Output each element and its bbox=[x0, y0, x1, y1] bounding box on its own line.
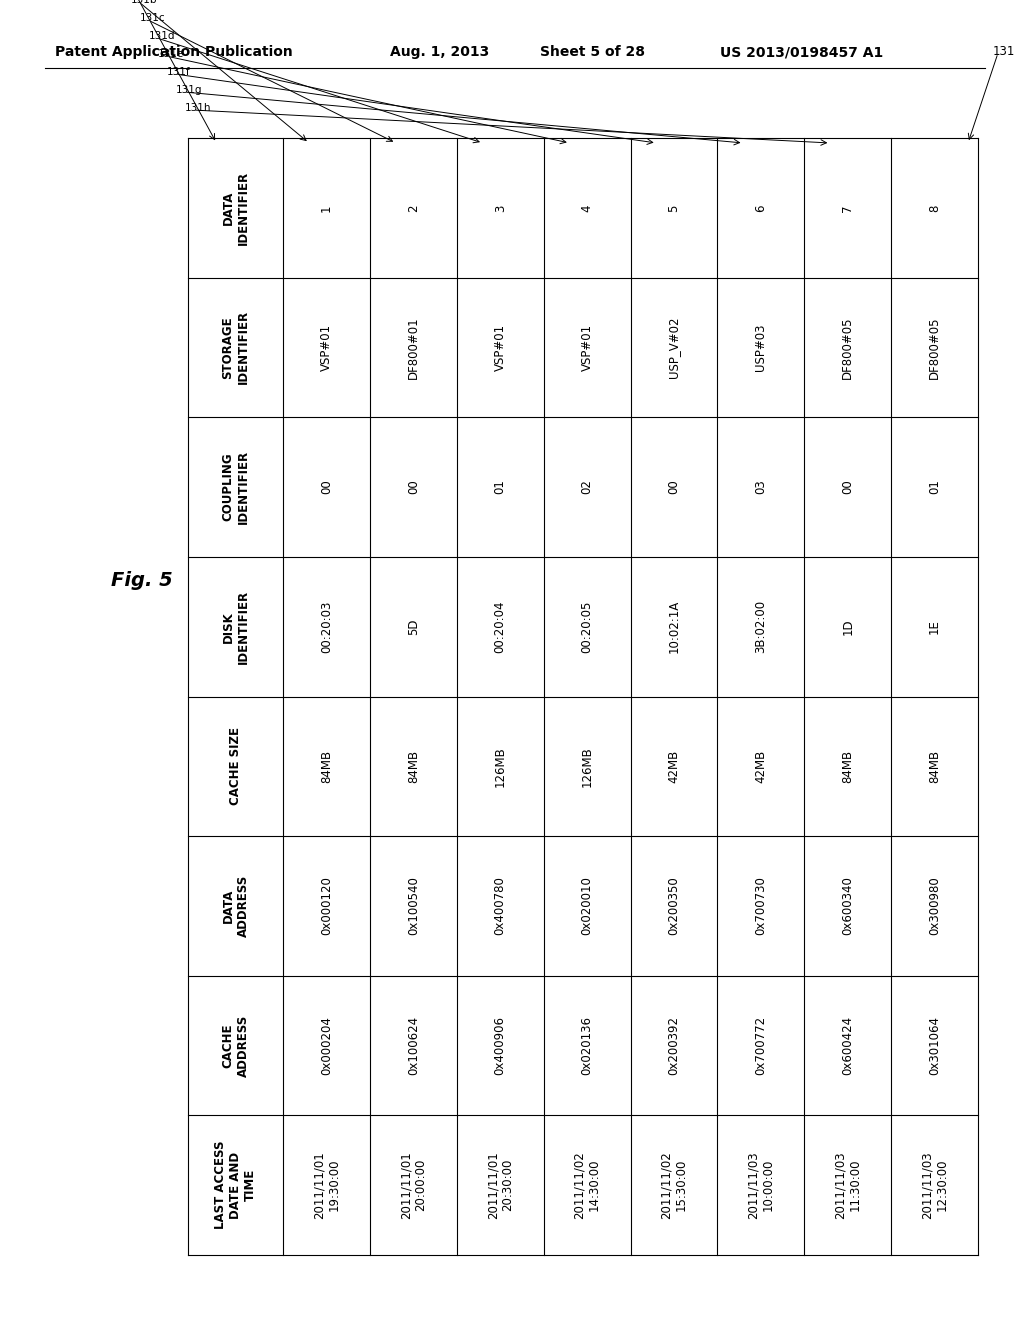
Text: 126MB: 126MB bbox=[581, 746, 594, 787]
Text: 03: 03 bbox=[755, 479, 767, 495]
Text: DATA
ADDRESS: DATA ADDRESS bbox=[221, 875, 250, 937]
Text: VSP#01: VSP#01 bbox=[494, 323, 507, 371]
Text: 0x200392: 0x200392 bbox=[668, 1016, 680, 1074]
Text: 3B:02:00: 3B:02:00 bbox=[755, 601, 767, 653]
Text: 0x600424: 0x600424 bbox=[841, 1016, 854, 1074]
Text: DISK
IDENTIFIER: DISK IDENTIFIER bbox=[221, 590, 250, 664]
Text: US 2013/0198457 A1: US 2013/0198457 A1 bbox=[720, 45, 884, 59]
Text: 84MB: 84MB bbox=[407, 750, 420, 783]
Text: 2011/11/03
11:30:00: 2011/11/03 11:30:00 bbox=[834, 1151, 861, 1218]
Text: 00: 00 bbox=[668, 479, 680, 495]
Text: 1: 1 bbox=[319, 205, 333, 211]
Text: USP#03: USP#03 bbox=[755, 323, 767, 371]
Text: 4: 4 bbox=[581, 205, 594, 211]
Text: 131: 131 bbox=[993, 45, 1016, 58]
Text: Sheet 5 of 28: Sheet 5 of 28 bbox=[540, 45, 645, 59]
Text: DF800#01: DF800#01 bbox=[407, 315, 420, 379]
Text: 0x300980: 0x300980 bbox=[928, 876, 941, 936]
Text: CACHE SIZE: CACHE SIZE bbox=[229, 727, 242, 805]
Text: DF800#05: DF800#05 bbox=[928, 317, 941, 379]
Text: 8: 8 bbox=[928, 205, 941, 211]
Text: 0x100624: 0x100624 bbox=[407, 1016, 420, 1074]
Text: DF800#05: DF800#05 bbox=[841, 317, 854, 379]
Text: 6: 6 bbox=[755, 205, 767, 211]
Text: VSP#01: VSP#01 bbox=[319, 323, 333, 371]
Text: 0x700730: 0x700730 bbox=[755, 876, 767, 936]
Text: 131b: 131b bbox=[131, 0, 158, 5]
Text: VSP#01: VSP#01 bbox=[581, 323, 594, 371]
Text: 10:02:1A: 10:02:1A bbox=[668, 601, 680, 653]
Text: Aug. 1, 2013: Aug. 1, 2013 bbox=[390, 45, 489, 59]
Text: LAST ACCESS
DATE AND
TIME: LAST ACCESS DATE AND TIME bbox=[214, 1140, 257, 1229]
Text: 5: 5 bbox=[668, 205, 680, 211]
Text: Fig. 5: Fig. 5 bbox=[112, 570, 173, 590]
Text: 1D: 1D bbox=[841, 618, 854, 635]
Text: COUPLING
IDENTIFIER: COUPLING IDENTIFIER bbox=[221, 450, 250, 524]
Text: 7: 7 bbox=[841, 205, 854, 211]
Text: 01: 01 bbox=[928, 479, 941, 495]
Text: 0x700772: 0x700772 bbox=[755, 1016, 767, 1074]
Text: 131g: 131g bbox=[176, 84, 203, 95]
Text: 0x000120: 0x000120 bbox=[319, 876, 333, 936]
Text: 131h: 131h bbox=[185, 103, 212, 114]
Text: 0x301064: 0x301064 bbox=[928, 1016, 941, 1074]
Text: 0x020010: 0x020010 bbox=[581, 876, 594, 936]
Text: 2011/11/01
20:30:00: 2011/11/01 20:30:00 bbox=[486, 1151, 514, 1220]
Text: 0x200350: 0x200350 bbox=[668, 876, 680, 936]
Text: 2011/11/01
19:30:00: 2011/11/01 19:30:00 bbox=[312, 1151, 340, 1220]
Text: 00:20:04: 00:20:04 bbox=[494, 601, 507, 653]
Text: 2011/11/02
14:30:00: 2011/11/02 14:30:00 bbox=[573, 1151, 601, 1220]
Text: 00:20:05: 00:20:05 bbox=[581, 601, 594, 653]
Text: 0x100540: 0x100540 bbox=[407, 876, 420, 936]
Text: 131f: 131f bbox=[167, 67, 190, 77]
Text: DATA
IDENTIFIER: DATA IDENTIFIER bbox=[221, 170, 250, 246]
Text: Patent Application Publication: Patent Application Publication bbox=[55, 45, 293, 59]
Text: 131d: 131d bbox=[150, 30, 175, 41]
Text: 42MB: 42MB bbox=[668, 750, 680, 783]
Text: 0x020136: 0x020136 bbox=[581, 1016, 594, 1074]
Text: 0x600340: 0x600340 bbox=[841, 876, 854, 936]
Text: 00:20:03: 00:20:03 bbox=[319, 601, 333, 653]
Text: 84MB: 84MB bbox=[841, 750, 854, 783]
Text: 131c: 131c bbox=[140, 13, 166, 22]
Text: 00: 00 bbox=[841, 479, 854, 495]
Text: 84MB: 84MB bbox=[928, 750, 941, 783]
Text: 131e: 131e bbox=[158, 49, 184, 59]
Text: USP_V#02: USP_V#02 bbox=[668, 317, 680, 379]
Text: 5D: 5D bbox=[407, 619, 420, 635]
Text: 00: 00 bbox=[319, 479, 333, 495]
Text: 126MB: 126MB bbox=[494, 746, 507, 787]
Text: 00: 00 bbox=[407, 479, 420, 495]
Text: 3: 3 bbox=[494, 205, 507, 211]
Text: 0x400906: 0x400906 bbox=[494, 1016, 507, 1074]
Text: CACHE
ADDRESS: CACHE ADDRESS bbox=[221, 1015, 250, 1077]
Text: 2011/11/01
20:00:00: 2011/11/01 20:00:00 bbox=[399, 1151, 427, 1220]
Text: STORAGE
IDENTIFIER: STORAGE IDENTIFIER bbox=[221, 310, 250, 384]
Text: 2011/11/03
12:30:00: 2011/11/03 12:30:00 bbox=[921, 1151, 948, 1218]
Text: 02: 02 bbox=[581, 479, 594, 495]
Text: 42MB: 42MB bbox=[755, 750, 767, 783]
Text: 1E: 1E bbox=[928, 619, 941, 634]
Text: 0x000204: 0x000204 bbox=[319, 1016, 333, 1074]
Text: 0x400780: 0x400780 bbox=[494, 876, 507, 936]
Text: 2: 2 bbox=[407, 205, 420, 211]
Text: 2011/11/02
15:30:00: 2011/11/02 15:30:00 bbox=[659, 1151, 688, 1220]
Text: 84MB: 84MB bbox=[319, 750, 333, 783]
Text: 01: 01 bbox=[494, 479, 507, 495]
Text: 2011/11/03
10:00:00: 2011/11/03 10:00:00 bbox=[746, 1151, 775, 1218]
